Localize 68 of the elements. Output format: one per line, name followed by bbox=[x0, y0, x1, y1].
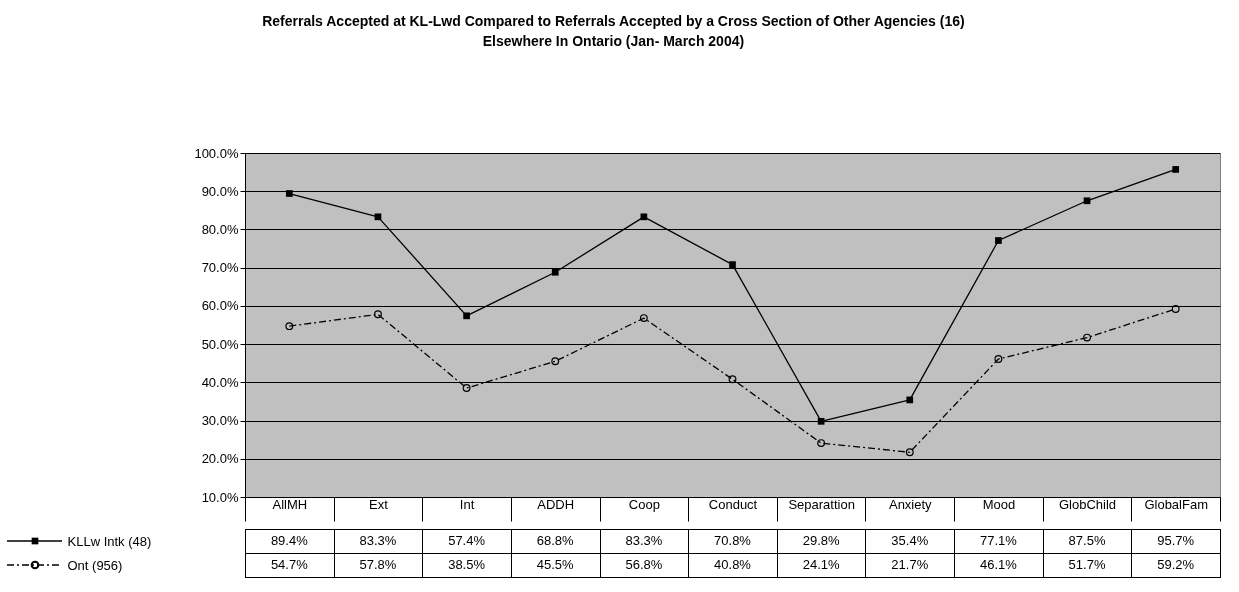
point bbox=[729, 261, 736, 268]
point bbox=[817, 439, 826, 448]
data-label: 68.8% bbox=[536, 533, 575, 548]
y-tick-label: 30.0% bbox=[201, 413, 239, 429]
data-label: 83.3% bbox=[625, 533, 663, 548]
point bbox=[994, 355, 1003, 363]
y-tick-label: 50.0% bbox=[201, 336, 239, 352]
y-tick-label: 90.0% bbox=[201, 183, 239, 199]
x-tick-label: Separattion bbox=[788, 496, 855, 512]
point bbox=[728, 375, 737, 384]
point bbox=[1172, 166, 1180, 173]
data-label: 56.8% bbox=[625, 557, 663, 572]
point bbox=[905, 448, 914, 457]
point bbox=[551, 268, 559, 276]
data-label: 57.4% bbox=[448, 533, 486, 548]
x-tick-label: ADDH bbox=[537, 496, 575, 512]
data-label: 70.8% bbox=[714, 533, 752, 548]
x-tick-label: Ext bbox=[369, 496, 389, 512]
data-label: 21.7% bbox=[891, 557, 929, 572]
y-tick-label: 80.0% bbox=[201, 221, 239, 237]
data-label: 87.5% bbox=[1068, 533, 1106, 548]
data-label: 35.4% bbox=[891, 533, 929, 548]
data-label: 59.2% bbox=[1157, 557, 1195, 572]
y-tick-label: 20.0% bbox=[201, 451, 239, 467]
y-tick-label: 70.0% bbox=[201, 260, 239, 276]
data-label: 95.7% bbox=[1157, 533, 1195, 548]
x-tick-label: Anxiety bbox=[888, 496, 933, 512]
data-label: 77.1% bbox=[979, 533, 1018, 548]
point bbox=[995, 237, 1002, 244]
legend-label: Ont (956) bbox=[67, 557, 123, 573]
point bbox=[817, 417, 825, 425]
y-tick-label: 100.0% bbox=[194, 145, 239, 161]
point bbox=[640, 213, 648, 221]
point bbox=[285, 190, 293, 197]
point bbox=[639, 314, 648, 323]
data-label: 51.7% bbox=[1068, 557, 1106, 572]
legend-label: KLLw Intk (48) bbox=[67, 533, 152, 549]
chart-title: Referrals Accepted at KL-Lwd Compared to Referrals Accepted by a Cross Section of Other Agencies (16) Elsewhere In Ontario (Jan- March 2004) bbox=[262, 12, 965, 49]
point bbox=[463, 312, 470, 320]
point bbox=[551, 357, 560, 366]
data-label: 57.8% bbox=[359, 557, 397, 572]
point bbox=[1083, 333, 1091, 342]
x-tick-label: AllMH bbox=[272, 496, 308, 512]
data-label: 29.8% bbox=[802, 533, 840, 548]
y-tick-label: 40.0% bbox=[201, 374, 239, 390]
point bbox=[906, 396, 914, 404]
x-tick-label: Int bbox=[459, 496, 475, 512]
x-tick-label: GlobalFam bbox=[1144, 496, 1208, 512]
x-tick-label: GlobChild bbox=[1059, 496, 1117, 512]
data-label: 45.5% bbox=[536, 557, 575, 572]
data-label: 40.8% bbox=[714, 557, 752, 572]
y-tick-label: 10.0% bbox=[201, 489, 239, 505]
point bbox=[462, 384, 471, 393]
data-label: 83.3% bbox=[359, 533, 397, 548]
point bbox=[1171, 305, 1180, 313]
x-tick-label: Coop bbox=[628, 496, 660, 512]
data-label: 38.5% bbox=[448, 557, 486, 572]
data-label: 89.4% bbox=[270, 533, 309, 548]
point bbox=[285, 322, 294, 331]
x-tick-label: Conduct bbox=[708, 496, 758, 512]
x-tick-label: Mood bbox=[982, 496, 1016, 512]
point bbox=[374, 213, 382, 221]
y-tick-label: 60.0% bbox=[201, 298, 239, 314]
data-label: 46.1% bbox=[979, 557, 1018, 572]
data-label: 24.1% bbox=[802, 557, 840, 572]
point bbox=[374, 310, 382, 319]
data-label: 54.7% bbox=[270, 557, 309, 572]
point bbox=[1083, 197, 1091, 205]
